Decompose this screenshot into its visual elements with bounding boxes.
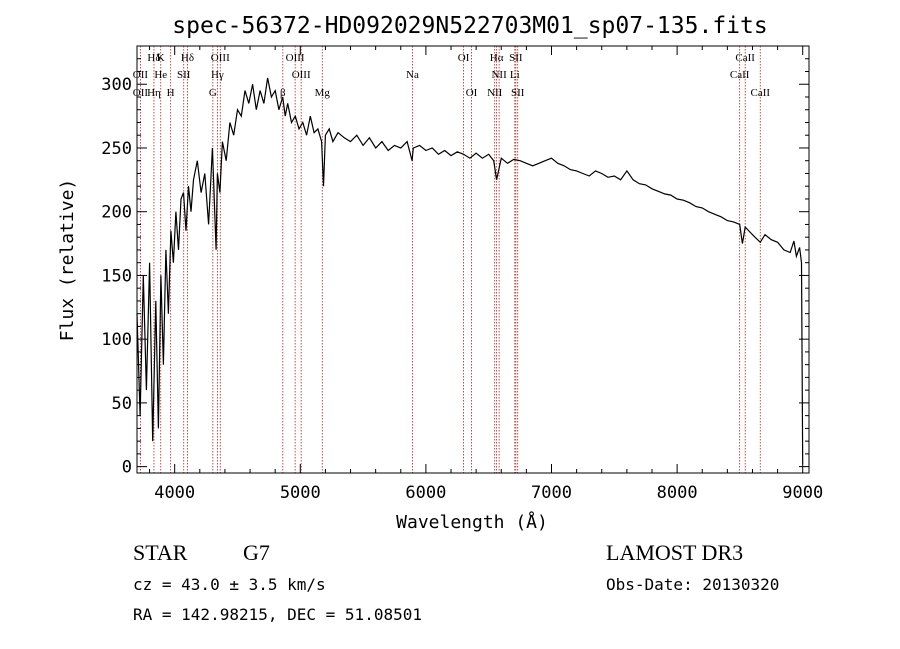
chart-title: spec-56372-HD092029N522703M01_sp07-135.f…: [172, 13, 767, 39]
spectral-line-label: OIII: [211, 52, 230, 64]
spectral-line-label: OII: [133, 87, 149, 99]
y-tick-label: 0: [122, 458, 132, 478]
plot-frame: [136, 45, 810, 474]
spectral-line-label: OI: [466, 87, 478, 99]
spectral-line-label: β: [280, 87, 286, 99]
spectral-line-label: NII: [491, 69, 507, 81]
spectral-line-label: Hα: [490, 52, 504, 64]
object-subclass: G7: [243, 540, 270, 565]
spectral-line-markers: [139, 46, 761, 473]
spectral-line-label: Na: [406, 69, 419, 81]
spectral-line-label: Hη: [147, 87, 161, 99]
survey-name: LAMOST DR3: [606, 540, 743, 565]
spectral-line-label: H: [167, 87, 175, 99]
x-tick-label: 6000: [405, 483, 446, 503]
y-tick-label: 250: [101, 139, 132, 159]
axis-ticks: 4000 5000 6000 7000 8000 9000 0 50 100 150 200 250 3…: [101, 46, 823, 503]
spectral-line-label: CaII: [730, 69, 750, 81]
y-axis-label: Flux (relative): [57, 179, 78, 342]
spectral-line-label: He: [154, 69, 167, 81]
spectrum-line: [136, 77, 804, 465]
y-tick-label: 300: [101, 75, 132, 95]
spectral-line-label: SII: [509, 52, 523, 64]
spectral-line-label: Hγ: [211, 69, 224, 81]
spectral-line-label: Mg: [315, 87, 331, 99]
spectral-line-label: CaII: [750, 87, 770, 99]
spectral-line-label: Hδ: [181, 52, 194, 64]
y-tick-label: 100: [101, 330, 132, 350]
spectral-line-label: NII: [487, 87, 503, 99]
y-tick-label: 50: [112, 394, 132, 414]
spectral-line-label: CaII: [735, 52, 755, 64]
spectral-line-label: OII: [133, 69, 149, 81]
spectral-line-label: K: [157, 52, 165, 64]
spectral-line-label: SII: [177, 69, 191, 81]
x-tick-label: 5000: [280, 483, 321, 503]
y-tick-label: 200: [101, 203, 132, 223]
observation-date: Obs-Date: 20130320: [606, 575, 779, 594]
spectral-line-label: SII: [511, 87, 525, 99]
x-axis-label: Wavelength (Å): [396, 511, 548, 533]
object-class: STAR: [133, 540, 188, 565]
spectral-line-label: OIII: [292, 69, 311, 81]
x-tick-label: 9000: [782, 483, 823, 503]
spectral-line-label: Hδ: [147, 52, 160, 64]
spectral-line-label: G: [209, 87, 217, 99]
x-tick-label: 8000: [657, 483, 698, 503]
redshift-info: cz = 43.0 ± 3.5 km/s: [133, 575, 326, 594]
x-tick-label: 4000: [154, 483, 195, 503]
y-tick-label: 150: [101, 266, 132, 286]
spectral-line-label: OIII: [286, 52, 305, 64]
coordinates-info: RA = 142.98215, DEC = 51.08501: [133, 605, 422, 624]
spectral-line-label: OI: [458, 52, 470, 64]
spectral-line-label: Li: [510, 69, 520, 81]
x-tick-label: 7000: [531, 483, 572, 503]
